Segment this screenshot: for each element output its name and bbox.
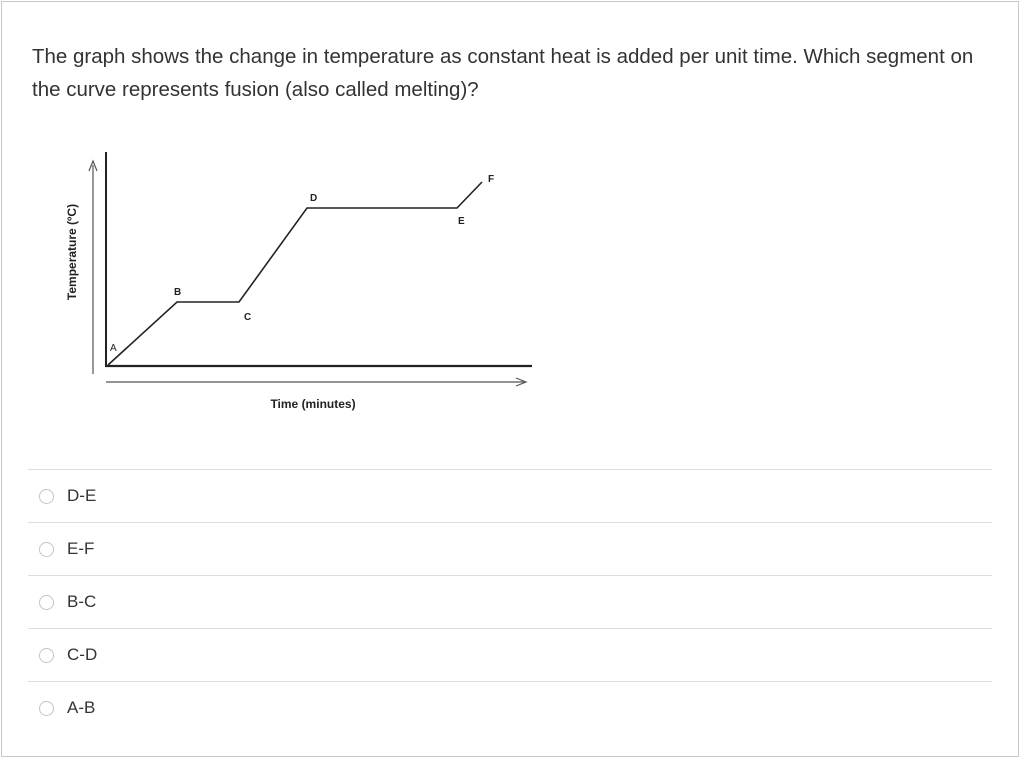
answer-option-b-c[interactable]: B-C xyxy=(28,575,992,628)
heating-curve-chart: A B C D E F Time (minutes) Temperature (… xyxy=(65,152,532,411)
answer-options: D-E E-F B-C C-D A-B xyxy=(28,469,992,734)
answer-option-c-d[interactable]: C-D xyxy=(28,628,992,681)
point-label-d: D xyxy=(310,193,317,204)
radio-button[interactable] xyxy=(39,647,54,663)
radio-button[interactable] xyxy=(39,594,54,610)
answer-option-label: A-B xyxy=(67,698,96,717)
answer-option-label: E-F xyxy=(67,539,95,558)
point-label-b: B xyxy=(174,287,181,298)
point-label-f: F xyxy=(488,174,494,185)
x-axis-title: Time (minutes) xyxy=(270,397,355,411)
radio-button[interactable] xyxy=(39,700,54,716)
y-axis-arrow xyxy=(88,159,98,172)
radio-button[interactable] xyxy=(39,541,54,557)
point-label-e: E xyxy=(458,216,465,227)
answer-option-e-f[interactable]: E-F xyxy=(28,522,992,575)
y-axis-title: Temperature (ºC) xyxy=(65,204,79,300)
question-text: The graph shows the change in temperatur… xyxy=(32,45,974,101)
answer-option-label: B-C xyxy=(67,592,97,611)
answer-option-label: D-E xyxy=(67,486,97,505)
answer-option-label: C-D xyxy=(67,645,98,664)
answer-option-d-e[interactable]: D-E xyxy=(28,469,992,522)
point-label-c: C xyxy=(244,312,251,323)
x-axis-arrow xyxy=(515,377,528,387)
heating-curve xyxy=(107,181,483,366)
answer-option-a-b[interactable]: A-B xyxy=(28,681,992,734)
radio-button[interactable] xyxy=(39,488,54,504)
point-label-a: A xyxy=(110,343,117,354)
